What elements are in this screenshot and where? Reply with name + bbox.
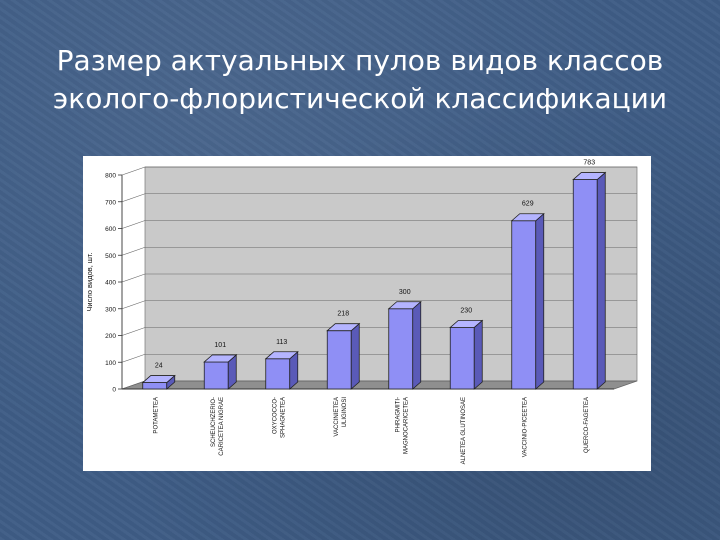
bar-side	[596, 171, 606, 390]
x-tick-label: ALNETEA GLUTINOSAE	[461, 397, 467, 464]
x-tick-label-group: VACCINIETEA ULIGINOSI	[334, 397, 348, 437]
bar-top	[387, 301, 422, 310]
gridline-diagonal	[121, 380, 146, 390]
data-label: 113	[276, 339, 287, 346]
bar	[449, 327, 475, 390]
bar	[326, 330, 352, 390]
bar	[388, 308, 414, 390]
y-tick-label: 800	[105, 173, 116, 180]
gridline-diagonal	[121, 327, 146, 336]
gridline-diagonal	[121, 353, 146, 363]
bar	[511, 220, 537, 390]
bar-side	[412, 300, 422, 390]
data-label: 629	[522, 201, 534, 208]
y-tick-label: 400	[105, 280, 116, 287]
bar-top	[510, 213, 545, 222]
data-label: 230	[460, 307, 472, 314]
y-tick-label: 0	[112, 387, 116, 394]
data-label: 783	[583, 160, 595, 167]
chart-floor	[121, 380, 638, 390]
gridline-diagonal	[121, 220, 146, 229]
bar-group: 218 VACCINIETEA ULIGINOSI	[326, 311, 361, 437]
y-axis-label: Число видов, шт.	[85, 252, 94, 311]
x-tick-label: ULIGINOSI	[342, 397, 348, 428]
x-tick-label: SPHAGNETEA	[280, 397, 286, 438]
bar-group: 300 PHRAGMITI- MAGNOCARICETEA	[387, 289, 422, 454]
x-tick-label: QUERCO-FAGETEA	[584, 397, 590, 453]
bar-side	[535, 212, 545, 390]
bar-top	[449, 320, 484, 328]
title-line-2: эколого-флористической классификации	[52, 82, 668, 115]
bar-group: 101 SCHEUCHZERIO- CARICETEA NIGRAE	[203, 342, 238, 456]
gridline-diagonal	[121, 193, 146, 203]
x-tick-label: CARICETEA NIGRAE	[219, 397, 225, 456]
bar-top	[572, 172, 607, 180]
bar-group: 230 ALNETEA GLUTINOSAE	[449, 307, 484, 464]
y-tick-label: 700	[105, 199, 116, 206]
bar-side	[473, 319, 483, 390]
x-tick-label-group: POTAMETEA	[153, 397, 159, 434]
bar-group: 113 OXYCOCCO- SPHAGNETEA	[264, 339, 299, 438]
gridline-diagonal	[121, 300, 146, 310]
x-tick-label: VACCINIO-PICEETEA	[522, 397, 528, 457]
x-tick-label: PHRAGMITI-	[395, 397, 401, 432]
x-tick-label: POTAMETEA	[153, 397, 159, 434]
gridline-diagonal	[121, 166, 146, 176]
bar-side	[350, 322, 360, 390]
y-tick-label: 200	[105, 333, 116, 340]
x-tick-label-group: VACCINIO-PICEETEA	[522, 397, 528, 457]
title-line-1: Размер актуальных пулов видов классов	[56, 44, 664, 77]
bar-top	[141, 375, 176, 383]
x-tick-label-group: OXYCOCCO- SPHAGNETEA	[272, 397, 286, 438]
gridline-diagonal	[121, 246, 146, 256]
bar	[203, 361, 229, 390]
bar-group: 629 VACCINIO-PICEETEA	[510, 201, 545, 457]
y-tick-label: 300	[105, 306, 116, 313]
bar	[572, 179, 598, 390]
x-tick-label-group: SCHEUCHZERIO- CARICETEA NIGRAE	[211, 397, 225, 456]
bar	[265, 358, 291, 390]
x-tick-label: OXYCOCCO-	[272, 397, 278, 434]
x-tick-label: VACCINIETEA	[334, 397, 340, 437]
data-label: 300	[399, 289, 411, 296]
bar-group: 24 POTAMETEA	[141, 363, 176, 434]
y-tick-label: 100	[105, 360, 116, 367]
data-label: 24	[155, 363, 163, 370]
y-tick-label: 600	[105, 226, 116, 233]
x-tick-label: MAGNOCARICETEA	[403, 397, 409, 454]
bar-top	[264, 351, 299, 360]
bar	[142, 382, 168, 390]
bar-top	[326, 323, 361, 332]
data-label: 218	[337, 311, 349, 318]
x-tick-label-group: ALNETEA GLUTINOSAE	[461, 397, 467, 464]
x-tick-label-group: QUERCO-FAGETEA	[584, 397, 590, 453]
x-tick-label-group: PHRAGMITI- MAGNOCARICETEA	[395, 397, 409, 454]
data-label: 101	[214, 342, 226, 349]
gridline-diagonal	[121, 273, 146, 283]
y-tick-label: 500	[105, 253, 116, 260]
slide-title: Размер актуальных пулов видов классов эк…	[20, 42, 700, 118]
bar-top	[203, 354, 238, 363]
bar-group: 783 QUERCO-FAGETEA	[572, 160, 607, 453]
x-tick-label: SCHEUCHZERIO-	[211, 397, 217, 447]
